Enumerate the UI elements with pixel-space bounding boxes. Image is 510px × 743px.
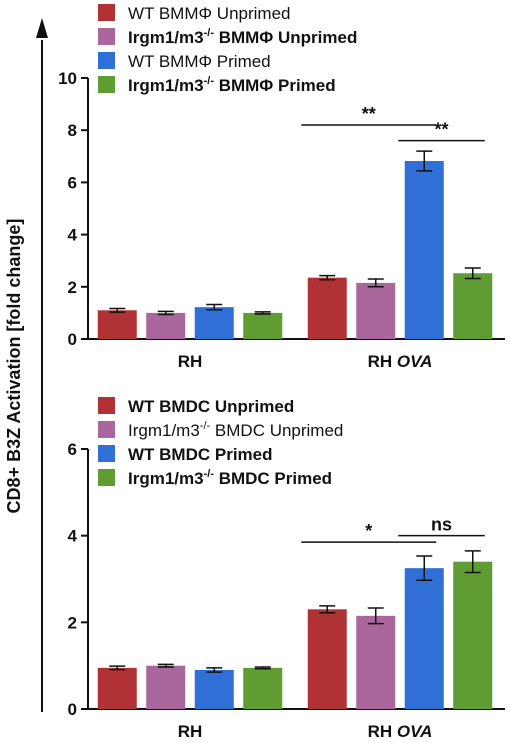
y-axis-label: CD8+ B3Z Activation [fold change] xyxy=(4,219,24,514)
y-tick-label: 2 xyxy=(68,278,77,297)
legend-swatch xyxy=(98,4,115,21)
bar xyxy=(356,615,396,709)
legend-label: Irgm1/m3-/- BMMΦ Primed xyxy=(128,75,336,95)
legend-swatch xyxy=(98,421,115,438)
bar xyxy=(146,312,186,339)
bar xyxy=(194,307,234,339)
legend-label-superscript: -/- xyxy=(204,75,215,87)
x-category-label-main: RH xyxy=(178,352,203,371)
legend-swatch xyxy=(98,397,115,414)
bar xyxy=(307,609,347,709)
bar xyxy=(97,667,137,709)
y-tick-label: 0 xyxy=(68,330,77,349)
significance-label: ns xyxy=(431,515,452,535)
bar xyxy=(356,282,396,339)
bar xyxy=(146,665,186,709)
legend-label-main: Irgm1/m3 xyxy=(128,28,204,47)
legend-swatch xyxy=(98,76,115,93)
y-tick-label: 0 xyxy=(68,700,77,719)
y-tick-label: 4 xyxy=(68,226,78,245)
legend-label-rest: BMMΦ Unprimed xyxy=(214,28,357,47)
x-category-label: RH xyxy=(178,722,203,741)
legend-label-rest: BMDC Primed xyxy=(214,469,332,488)
significance-label: ** xyxy=(434,120,448,140)
x-category-label: RH OVA xyxy=(368,352,433,371)
bar xyxy=(453,561,493,709)
x-category-label: RH xyxy=(178,352,203,371)
x-category-label-main: RH xyxy=(178,722,203,741)
bar xyxy=(243,667,283,709)
legend-label: WT BMDC Unprimed xyxy=(128,397,294,416)
x-category-label-italic: OVA xyxy=(397,722,433,741)
legend-swatch xyxy=(98,28,115,45)
legend-label: WT BMDC Primed xyxy=(128,445,273,464)
y-tick-label: 2 xyxy=(68,613,77,632)
legend-label-main: Irgm1/m3 xyxy=(128,421,200,440)
x-category-label-main: RH xyxy=(368,352,397,371)
legend-label-rest: BMDC Unprimed xyxy=(210,421,343,440)
legend-label-main: WT BMDC Primed xyxy=(128,445,273,464)
legend-label-superscript: -/- xyxy=(204,468,215,480)
x-category-label-main: RH xyxy=(368,722,397,741)
legend-label: Irgm1/m3-/- BMDC Primed xyxy=(128,468,332,488)
legend-label: Irgm1/m3-/- BMMΦ Unprimed xyxy=(128,27,357,47)
legend-label-main: WT BMMΦ Unprimed xyxy=(128,4,291,23)
significance-label: * xyxy=(365,521,372,541)
legend-swatch xyxy=(98,469,115,486)
y-tick-label: 8 xyxy=(68,121,77,140)
significance-label: ** xyxy=(362,104,376,124)
legend-label: WT BMMΦ Unprimed xyxy=(128,4,291,23)
bar xyxy=(307,277,347,339)
x-category-label: RH OVA xyxy=(368,722,433,741)
legend-label-superscript: -/- xyxy=(200,420,211,432)
legend-label: WT BMMΦ Primed xyxy=(128,52,271,71)
legend-label-main: Irgm1/m3 xyxy=(128,76,204,95)
legend-label-main: Irgm1/m3 xyxy=(128,469,204,488)
y-axis-arrow-head xyxy=(36,18,48,38)
legend-label-main: WT BMMΦ Primed xyxy=(128,52,271,71)
y-tick-label: 6 xyxy=(68,173,77,192)
legend-label-superscript: -/- xyxy=(204,27,215,39)
y-tick-label: 6 xyxy=(68,440,77,459)
bar xyxy=(404,568,444,709)
y-tick-label: 10 xyxy=(58,69,77,88)
bar xyxy=(243,312,283,339)
y-tick-label: 4 xyxy=(68,527,78,546)
bar xyxy=(453,273,493,339)
bar xyxy=(194,670,234,709)
x-category-label-italic: OVA xyxy=(397,352,433,371)
legend-label: Irgm1/m3-/- BMDC Unprimed xyxy=(128,420,343,440)
legend-swatch xyxy=(98,445,115,462)
bar xyxy=(97,310,137,339)
legend-swatch xyxy=(98,52,115,69)
bar xyxy=(404,160,444,339)
legend-label-rest: BMMΦ Primed xyxy=(214,76,336,95)
legend-label-main: WT BMDC Unprimed xyxy=(128,397,294,416)
